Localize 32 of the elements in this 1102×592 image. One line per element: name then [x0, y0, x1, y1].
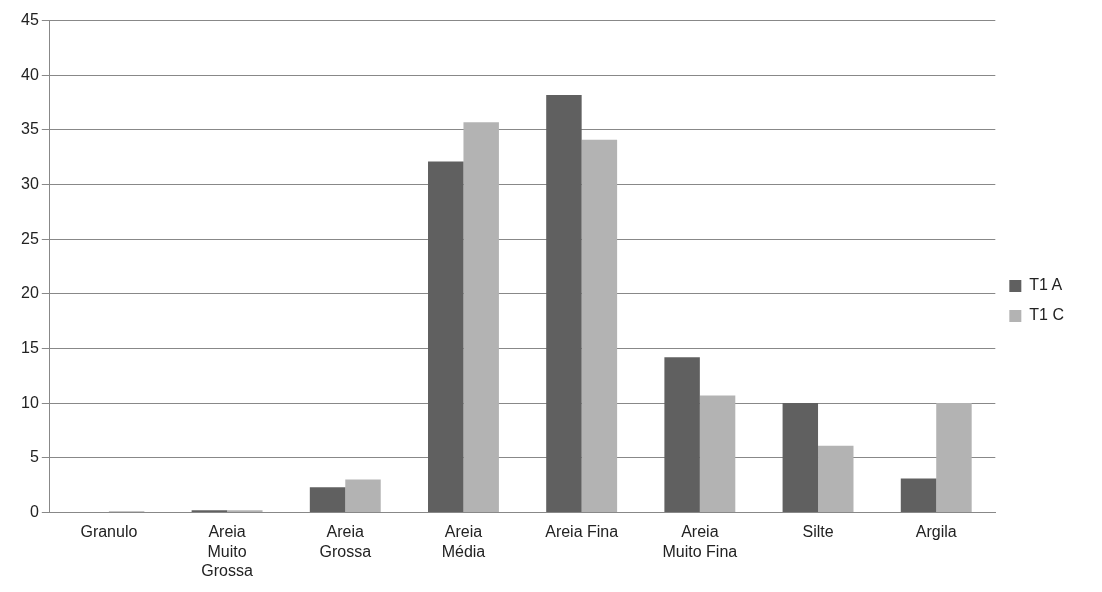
y-tick-label: 35 [21, 120, 39, 138]
x-tick-label: Areia Grossa [319, 523, 372, 560]
bar [345, 479, 381, 512]
bar [782, 403, 819, 512]
x-tick-label: Areia Média [441, 523, 486, 560]
bar [581, 139, 618, 512]
bar [936, 403, 972, 512]
y-tick-label: 15 [21, 338, 39, 356]
y-tick-label: 25 [21, 229, 39, 247]
y-tick-label: 30 [21, 174, 39, 192]
bar [699, 395, 736, 512]
y-tick-label: 5 [29, 448, 39, 466]
bar [428, 161, 464, 512]
y-tick-label: 45 [21, 11, 39, 29]
bar [900, 478, 937, 512]
x-tick-label: Areia Muito Fina [662, 523, 738, 560]
bar [818, 445, 854, 512]
x-tick-label: Argila [915, 523, 957, 541]
legend-label: T1 C [1029, 306, 1064, 324]
y-tick-label: 0 [29, 502, 39, 520]
legend-label: T1 A [1029, 276, 1063, 294]
y-tick-label: 40 [21, 65, 39, 83]
x-tick-label: Areia Muito Grossa [201, 523, 253, 579]
bar [309, 487, 346, 512]
y-tick-label: 10 [21, 393, 39, 411]
x-tick-label: Silte [802, 523, 834, 541]
bar [546, 94, 582, 512]
x-tick-label: Areia Fina [545, 523, 619, 541]
x-tick-label: Granulo [80, 523, 138, 541]
bar [463, 122, 499, 512]
y-tick-label: 20 [21, 284, 39, 302]
bar [664, 357, 700, 512]
